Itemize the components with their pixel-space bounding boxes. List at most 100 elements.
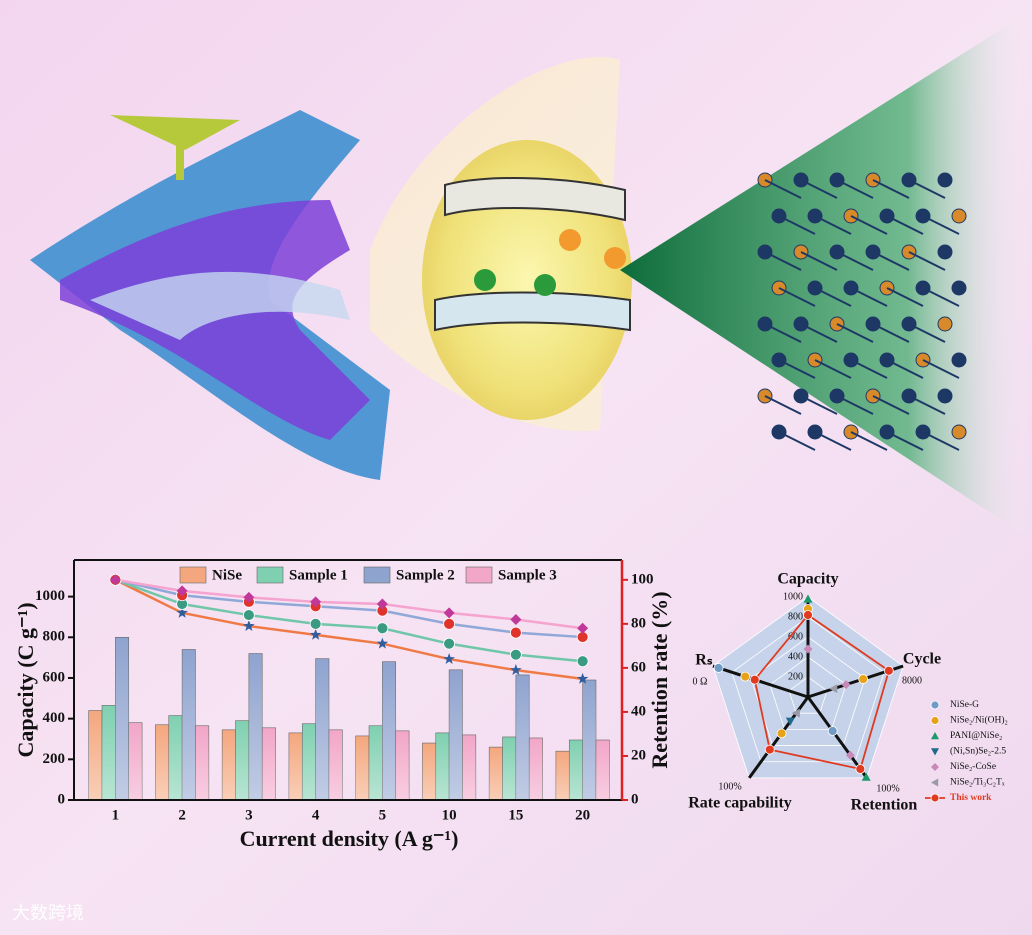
radar-tick-label: 400	[788, 651, 803, 662]
radar-end-label: 100%	[876, 783, 899, 794]
bar-sheen	[328, 729, 343, 800]
legend-label: NiSe₂/Ni(OH)₂	[950, 715, 1008, 726]
y-tick-label: 400	[43, 710, 66, 726]
legend-marker	[930, 716, 940, 725]
retention-line	[114, 578, 583, 681]
retention-marker	[576, 655, 589, 668]
legend-label: Sample 1	[289, 567, 348, 583]
y-tick-label: 1000	[35, 588, 65, 604]
bar-sheen	[315, 658, 329, 800]
bar-sheen	[115, 637, 129, 800]
y-tick-label: 600	[43, 669, 66, 685]
legend-label: NiSe₂/Ti₃C₂Tₓ	[950, 778, 1005, 788]
legend-label: NiSe-G	[950, 700, 979, 710]
bar-sheen	[422, 743, 436, 800]
bar-sheen	[395, 730, 410, 800]
y2-tick-label: 40	[631, 703, 646, 719]
x-tick-label: 1	[112, 807, 120, 823]
retention-marker	[309, 617, 322, 630]
radar-marker	[740, 671, 751, 682]
retention-marker	[443, 607, 455, 619]
bar-sheen	[222, 729, 236, 800]
bar-sheen	[288, 732, 303, 800]
bar-sheen	[435, 732, 450, 800]
retention-line	[115, 578, 583, 630]
legend-label: Sample 2	[396, 567, 455, 583]
y2-tick-label: 20	[631, 747, 646, 763]
legend-label: NiSe₂-CoSe	[950, 762, 996, 772]
radar-end-label: 0 Ω	[693, 676, 708, 687]
x-tick-label: 4	[312, 807, 320, 823]
radar-spoke	[806, 696, 868, 779]
legend-label: This work	[950, 793, 992, 803]
bar-sheen	[462, 734, 476, 800]
bar-sheen	[449, 669, 463, 800]
retention-marker	[577, 622, 589, 634]
radar-ring	[788, 676, 828, 714]
radar-line	[753, 613, 890, 771]
radar-marker	[845, 750, 855, 760]
radar-ring	[769, 656, 847, 730]
legend-swatch	[363, 566, 391, 584]
bar-sheen	[195, 725, 209, 800]
retention-marker	[176, 606, 188, 618]
legend-marker	[931, 732, 939, 740]
bar-sheen	[489, 747, 503, 800]
legend-label: PANI@NiSe₂	[950, 731, 1002, 741]
y-tick-label: 0	[58, 791, 66, 807]
retention-marker	[242, 609, 255, 621]
x-tick-label: 20	[575, 807, 590, 823]
bar-sheen	[355, 735, 370, 800]
x-tick-label: 3	[245, 807, 253, 823]
radar-axis-label: Rate capability	[688, 795, 792, 812]
x-tick-label: 15	[508, 807, 523, 823]
retention-marker	[510, 664, 522, 675]
radar-marker	[791, 708, 800, 718]
bar-sheen	[582, 680, 596, 800]
bar-sheen	[235, 720, 249, 800]
x-axis-label: Current density (A g⁻¹)	[240, 826, 459, 851]
legend-swatch	[256, 566, 284, 584]
watermark: 大数跨境	[12, 903, 84, 924]
y2-axis-label: Retention rate (%)	[647, 591, 672, 768]
bar-sheen	[88, 710, 103, 800]
y-tick-label: 800	[43, 629, 66, 645]
legend-marker	[931, 778, 939, 787]
radar-marker	[764, 744, 775, 755]
radar-tick-label: 200	[788, 671, 803, 682]
legend-label: (Ni,Sn)Se₂-2.5	[950, 746, 1006, 757]
y2-tick-label: 0	[631, 791, 639, 807]
bar-sheen	[248, 653, 263, 800]
retention-marker	[576, 672, 589, 684]
legend-label: NiSe	[212, 567, 242, 583]
x-tick-label: 10	[442, 807, 457, 823]
radar-marker	[785, 717, 795, 726]
retention-line	[114, 578, 583, 663]
radar-marker	[827, 726, 838, 736]
retention-marker	[376, 598, 388, 610]
y2-tick-label: 80	[631, 615, 646, 631]
legend-marker	[930, 793, 940, 803]
radar-axis-label: Retention	[851, 797, 918, 814]
bar-sheen	[369, 725, 383, 800]
bar-sheen	[262, 727, 276, 800]
retention-marker	[376, 622, 389, 635]
radar-marker	[749, 674, 760, 685]
x-tick-label: 2	[178, 807, 186, 823]
radar-axis-label: Cycle	[903, 651, 941, 668]
radar-marker	[776, 728, 787, 739]
radar-marker	[803, 594, 813, 603]
radar-tick-label: 1000	[783, 591, 803, 602]
radar-marker	[861, 772, 871, 781]
y2-tick-label: 100	[631, 571, 654, 587]
radar-spoke	[712, 664, 809, 699]
y2-tick-label: 60	[631, 659, 646, 675]
illustration	[30, 10, 1032, 540]
retention-marker	[243, 591, 255, 603]
radar-marker	[803, 610, 813, 620]
bar-sheen	[155, 724, 169, 800]
retention-marker	[443, 653, 455, 664]
radar-tick-label: 600	[788, 631, 803, 642]
retention-marker	[109, 574, 121, 586]
